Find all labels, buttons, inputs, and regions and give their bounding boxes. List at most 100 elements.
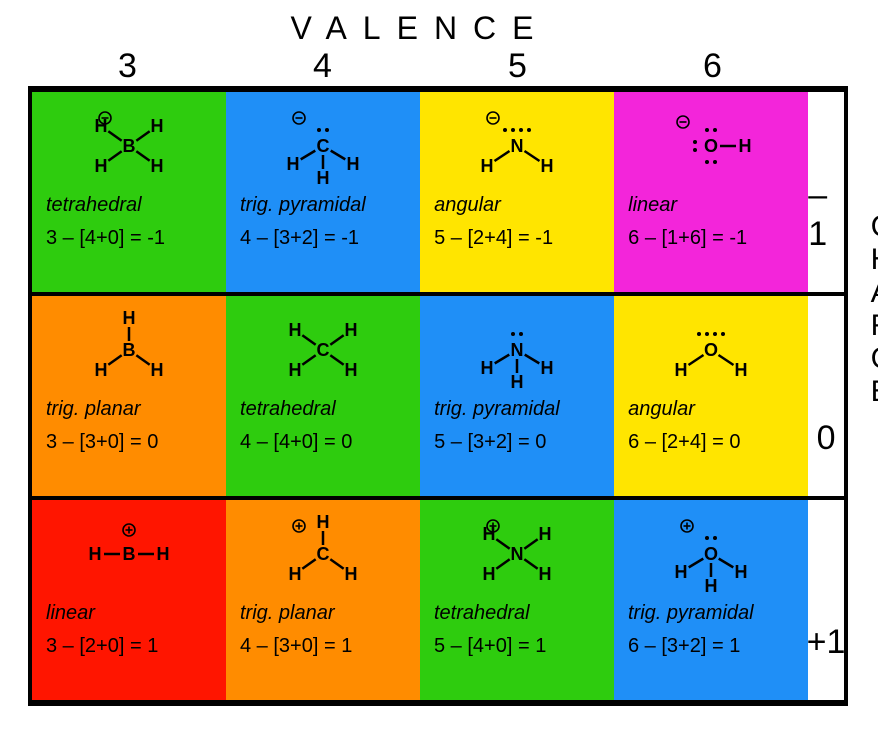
formula-label: 6 – [2+4] = 0 bbox=[618, 431, 804, 454]
svg-text:H: H bbox=[675, 562, 688, 582]
svg-text:H: H bbox=[289, 360, 302, 380]
row-label: +1 bbox=[808, 500, 844, 700]
svg-text:B: B bbox=[123, 544, 136, 564]
cell-B-charge-0: H H HBtrig. planar 3 – [3+0] = 0 bbox=[32, 296, 226, 496]
geometry-label: tetrahedral bbox=[230, 398, 416, 421]
svg-text:H: H bbox=[541, 156, 554, 176]
svg-text:H: H bbox=[541, 358, 554, 378]
svg-text:H: H bbox=[317, 168, 330, 188]
svg-text:C: C bbox=[317, 340, 330, 360]
svg-text:O: O bbox=[704, 136, 718, 156]
formula-label: 5 – [2+4] = -1 bbox=[424, 227, 610, 250]
charge-title: CHARGE bbox=[871, 210, 878, 408]
svg-text:H: H bbox=[481, 156, 494, 176]
table-row: HHBlinear3 – [2+0] = 1HHHCtrig. planar4 … bbox=[32, 496, 844, 700]
grid: HHHHBtetrahedral3 – [4+0] = -1HHHCtrig. … bbox=[28, 86, 848, 706]
geometry-label: tetrahedral bbox=[36, 194, 222, 217]
svg-text:C: C bbox=[317, 544, 330, 564]
svg-text:H: H bbox=[739, 136, 752, 156]
molecule-diagram: HHHN bbox=[427, 302, 607, 392]
cell-B-charge-+1: H H Blinear 3 – [2+0] = 1 bbox=[32, 500, 226, 700]
svg-text:O: O bbox=[704, 340, 718, 360]
cell-N-charge-0: HHHN trig. pyramidal 5 – [3+2] = 0 bbox=[420, 296, 614, 496]
col-header-3: 3 bbox=[30, 47, 225, 86]
formula-label: 3 – [4+0] = -1 bbox=[36, 227, 222, 250]
formula-label: 4 – [3+0] = 1 bbox=[230, 635, 416, 658]
cell-C-charge-–1: HHHCtrig. pyramidal4 – [3+2] = -1 bbox=[226, 92, 420, 292]
row-label: 0 bbox=[808, 296, 844, 496]
svg-text:H: H bbox=[95, 156, 108, 176]
svg-text:H: H bbox=[735, 360, 748, 380]
geometry-label: tetrahedral bbox=[424, 602, 610, 625]
formula-label: 3 – [2+0] = 1 bbox=[36, 635, 222, 658]
cell-C-charge-+1: HHHCtrig. planar4 – [3+0] = 1 bbox=[226, 500, 420, 700]
svg-text:B: B bbox=[123, 340, 136, 360]
svg-text:H: H bbox=[511, 372, 524, 392]
molecule-diagram: H HN bbox=[427, 98, 607, 188]
svg-text:H: H bbox=[151, 116, 164, 136]
svg-text:H: H bbox=[287, 154, 300, 174]
svg-text:H: H bbox=[157, 544, 170, 564]
svg-text:H: H bbox=[151, 360, 164, 380]
cell-B-charge-–1: HHHHBtetrahedral3 – [4+0] = -1 bbox=[32, 92, 226, 292]
svg-text:H: H bbox=[705, 576, 718, 596]
svg-text:H: H bbox=[317, 512, 330, 532]
svg-text:C: C bbox=[317, 136, 330, 156]
formula-label: 4 – [4+0] = 0 bbox=[230, 431, 416, 454]
molecule-diagram: HHHHB bbox=[39, 98, 219, 188]
svg-text:H: H bbox=[151, 156, 164, 176]
geometry-label: trig. pyramidal bbox=[618, 602, 804, 625]
geometry-label: trig. pyramidal bbox=[230, 194, 416, 217]
svg-text:H: H bbox=[95, 116, 108, 136]
molecule-diagram: HO bbox=[621, 98, 801, 188]
svg-text:H: H bbox=[735, 562, 748, 582]
formula-label: 6 – [3+2] = 1 bbox=[618, 635, 804, 658]
geometry-label: linear bbox=[618, 194, 804, 217]
svg-text:H: H bbox=[539, 524, 552, 544]
cell-C-charge-0: HHHHC tetrahedral 4 – [4+0] = 0 bbox=[226, 296, 420, 496]
svg-text:H: H bbox=[89, 544, 102, 564]
svg-text:B: B bbox=[123, 136, 136, 156]
molecule-diagram: H HO bbox=[621, 302, 801, 392]
cell-O-charge-–1: HOlinear6 – [1+6] = -1 bbox=[614, 92, 808, 292]
formula-label: 4 – [3+2] = -1 bbox=[230, 227, 416, 250]
cell-N-charge-+1: HHHHNtetrahedral5 – [4+0] = 1 bbox=[420, 500, 614, 700]
geometry-label: trig. planar bbox=[230, 602, 416, 625]
valence-title: VALENCE bbox=[30, 10, 810, 47]
formula-label: 5 – [4+0] = 1 bbox=[424, 635, 610, 658]
col-header-5: 5 bbox=[420, 47, 615, 86]
svg-text:N: N bbox=[511, 544, 524, 564]
cell-N-charge-–1: H HNangular 5 – [2+4] = -1 bbox=[420, 92, 614, 292]
svg-text:H: H bbox=[289, 564, 302, 584]
geometry-label: linear bbox=[36, 602, 222, 625]
cell-O-charge-0: H HOangular 6 – [2+4] = 0 bbox=[614, 296, 808, 496]
svg-text:N: N bbox=[511, 136, 524, 156]
col-header-4: 4 bbox=[225, 47, 420, 86]
formula-label: 3 – [3+0] = 0 bbox=[36, 431, 222, 454]
cell-O-charge-+1: HHHOtrig. pyramidal6 – [3+2] = 1 bbox=[614, 500, 808, 700]
geometry-label: angular bbox=[618, 398, 804, 421]
svg-text:H: H bbox=[481, 358, 494, 378]
table-row: HHHBtrig. planar3 – [3+0] = 0HHHHCtetrah… bbox=[32, 292, 844, 496]
svg-text:H: H bbox=[675, 360, 688, 380]
formula-label: 5 – [3+2] = 0 bbox=[424, 431, 610, 454]
svg-text:H: H bbox=[123, 308, 136, 328]
svg-text:H: H bbox=[483, 564, 496, 584]
molecule-diagram: HHHO bbox=[621, 506, 801, 596]
molecule-diagram: HHHC bbox=[233, 98, 413, 188]
svg-text:O: O bbox=[704, 544, 718, 564]
valence-charge-table: VALENCE 3 4 5 6 HHHHBtetrahedral3 – [4+0… bbox=[10, 10, 868, 706]
geometry-label: trig. pyramidal bbox=[424, 398, 610, 421]
geometry-label: angular bbox=[424, 194, 610, 217]
svg-text:H: H bbox=[347, 154, 360, 174]
svg-text:H: H bbox=[539, 564, 552, 584]
column-headers: 3 4 5 6 bbox=[30, 47, 810, 86]
formula-label: 6 – [1+6] = -1 bbox=[618, 227, 804, 250]
svg-text:H: H bbox=[95, 360, 108, 380]
col-header-6: 6 bbox=[615, 47, 810, 86]
table-row: HHHHBtetrahedral3 – [4+0] = -1HHHCtrig. … bbox=[32, 92, 844, 292]
molecule-diagram: HHHHC bbox=[233, 302, 413, 392]
svg-text:H: H bbox=[289, 320, 302, 340]
geometry-label: trig. planar bbox=[36, 398, 222, 421]
molecule-diagram: HHB bbox=[39, 506, 219, 596]
